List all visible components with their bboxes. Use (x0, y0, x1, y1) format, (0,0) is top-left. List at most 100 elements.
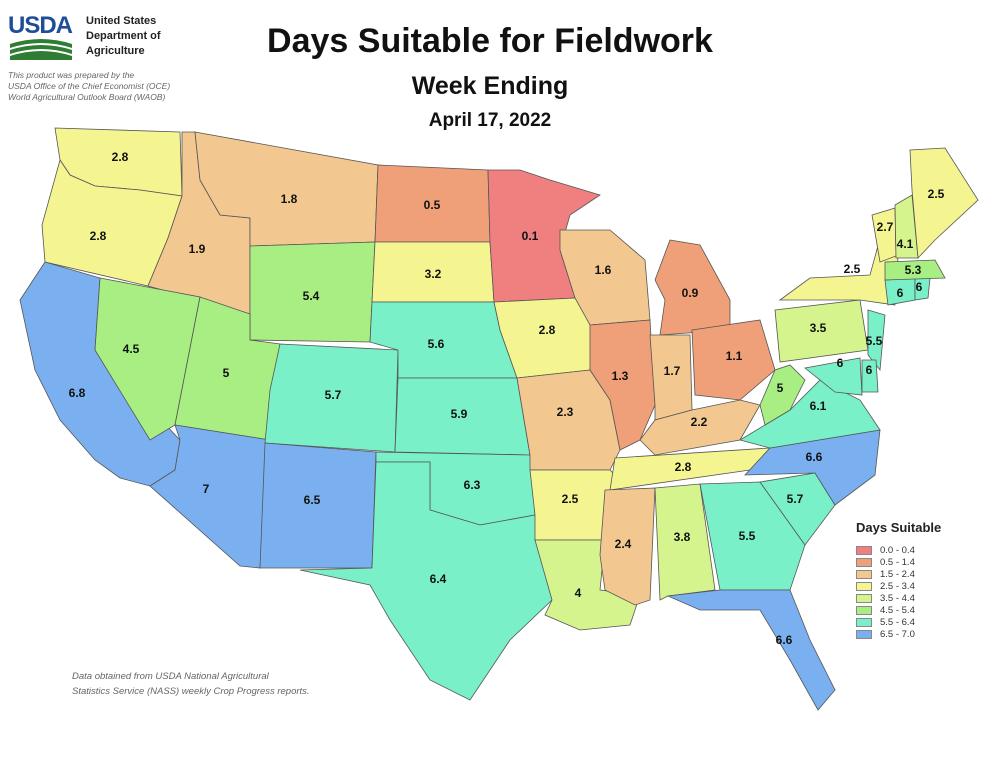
week-ending-date: April 17, 2022 (428, 110, 552, 131)
state-ky (639, 399, 761, 456)
state-de (861, 359, 879, 393)
state-value-mo: 2.3 (557, 405, 574, 419)
state-value-or: 2.8 (90, 229, 107, 243)
state-value-ok: 6.3 (464, 478, 481, 492)
legend-item: 0.0 - 0.4 (856, 545, 976, 557)
state-oh (691, 319, 776, 401)
state-co (264, 343, 399, 453)
legend-swatch (856, 618, 872, 628)
legend-swatch (856, 570, 872, 580)
state-md (804, 357, 863, 396)
legend-item: 6.5 - 7.0 (856, 629, 976, 641)
state-value-mt: 1.8 (281, 192, 298, 206)
legend: Days Suitable 0.0 - 0.4 0.5 - 1.4 1.5 - 2.… (856, 520, 976, 641)
state-value-sd: 3.2 (425, 267, 442, 281)
map-subtitle: Week Ending (411, 72, 569, 100)
usda-wordmark: USDA (8, 12, 73, 39)
state-value-nh: 4.1 (897, 237, 914, 251)
state-value-nc: 6.6 (806, 450, 823, 464)
state-value-ms: 2.4 (615, 537, 632, 551)
state-value-pa: 3.5 (810, 321, 827, 335)
legend-item: 3.5 - 4.4 (856, 593, 976, 605)
legend-label: 2.5 - 3.4 (880, 581, 915, 593)
state-value-ia: 2.8 (539, 323, 556, 337)
state-value-ny: 2.5 (844, 262, 861, 276)
legend-item: 0.5 - 1.4 (856, 557, 976, 569)
state-nv (94, 277, 201, 441)
prepared-by-line: This product was prepared by the (8, 70, 135, 80)
legend-item: 5.5 - 6.4 (856, 617, 976, 629)
prepared-by-note: This product was prepared by the USDA Of… (8, 70, 170, 103)
state-value-vt: 2.7 (877, 220, 894, 234)
legend-label: 6.5 - 7.0 (880, 629, 915, 641)
legend-label: 0.0 - 0.4 (880, 545, 915, 557)
state-value-ma: 5.3 (905, 263, 922, 277)
state-value-il: 1.3 (612, 369, 629, 383)
state-value-nj: 5.5 (866, 334, 883, 348)
state-value-ar: 2.5 (562, 492, 579, 506)
state-value-me: 2.5 (928, 187, 945, 201)
state-wv (759, 364, 806, 426)
state-value-sc: 5.7 (787, 492, 804, 506)
legend-item: 2.5 - 3.4 (856, 581, 976, 593)
state-il (589, 319, 656, 451)
state-value-wv: 5 (777, 381, 784, 395)
legend-item: 1.5 - 2.4 (856, 569, 976, 581)
state-value-nv: 4.5 (123, 342, 140, 356)
state-value-ne: 5.6 (428, 337, 445, 351)
state-value-tn: 2.8 (675, 460, 692, 474)
state-value-ri: 6 (916, 280, 923, 294)
agency-name-line: Department of (86, 30, 161, 42)
state-fl (666, 589, 836, 711)
legend-swatch (856, 582, 872, 592)
state-ga (699, 481, 806, 591)
state-value-id: 1.9 (189, 242, 206, 256)
legend-swatch (856, 606, 872, 616)
state-value-in: 1.7 (664, 364, 681, 378)
legend-swatch (856, 546, 872, 556)
state-nj (867, 309, 886, 372)
usda-logo (10, 39, 72, 60)
legend-label: 1.5 - 2.4 (880, 569, 915, 581)
state-value-wa: 2.8 (112, 150, 129, 164)
state-ma (884, 259, 946, 281)
state-value-mn: 0.1 (522, 229, 539, 243)
legend-swatch (856, 594, 872, 604)
agency-name-line: Agriculture (86, 45, 145, 57)
legend-label: 0.5 - 1.4 (880, 557, 915, 569)
map-title: Days Suitable for Fieldwork (267, 22, 713, 60)
state-value-ky: 2.2 (691, 415, 708, 429)
legend-label: 3.5 - 4.4 (880, 593, 915, 605)
state-value-wy: 5.4 (303, 289, 320, 303)
state-value-az: 7 (203, 482, 210, 496)
state-value-mi: 0.9 (682, 286, 699, 300)
state-value-ks: 5.9 (451, 407, 468, 421)
source-note: Data obtained from USDA National Agricul… (72, 669, 310, 699)
state-value-wi: 1.6 (595, 263, 612, 277)
state-value-de: 6 (866, 363, 873, 377)
legend-swatch (856, 558, 872, 568)
state-value-al: 3.8 (674, 530, 691, 544)
legend-rows: 0.0 - 0.4 0.5 - 1.4 1.5 - 2.4 2.5 - 3.4 3.5 … (856, 545, 976, 641)
state-value-oh: 1.1 (726, 349, 743, 363)
states-layer (19, 127, 979, 711)
state-value-la: 4 (575, 586, 582, 600)
state-value-co: 5.7 (325, 388, 342, 402)
legend-item: 4.5 - 5.4 (856, 605, 976, 617)
prepared-by-line: USDA Office of the Chief Economist (OCE) (8, 81, 171, 91)
state-value-ca: 6.8 (69, 386, 86, 400)
state-value-ut: 5 (223, 366, 230, 380)
prepared-by-line: World Agricultural Outlook Board (WAOB) (8, 92, 166, 102)
state-value-nd: 0.5 (424, 198, 441, 212)
state-value-nm: 6.5 (304, 493, 321, 507)
labels-layer: 2.8 2.8 6.8 1.9 4.5 1.8 5.4 5 7 5.7 6.5 0.5 3.2 5.6 5.… (69, 150, 945, 647)
state-value-fl: 6.6 (776, 633, 793, 647)
legend-title: Days Suitable (856, 520, 942, 535)
state-value-va: 6.1 (810, 399, 827, 413)
source-line: Statistics Service (NASS) weekly Crop Pr… (72, 686, 310, 697)
legend-label: 5.5 - 6.4 (880, 617, 915, 629)
agency-name: United States Department of Agriculture (86, 14, 186, 59)
state-value-tx: 6.4 (430, 572, 447, 586)
